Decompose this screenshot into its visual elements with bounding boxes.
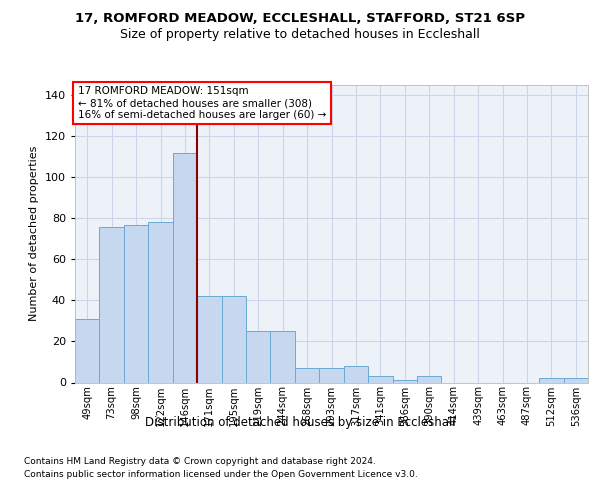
Bar bbox=[539, 378, 563, 382]
Y-axis label: Number of detached properties: Number of detached properties bbox=[29, 146, 39, 322]
Bar bbox=[563, 378, 588, 382]
Bar bbox=[319, 368, 344, 382]
Bar bbox=[246, 331, 271, 382]
Bar bbox=[221, 296, 246, 382]
Text: Size of property relative to detached houses in Eccleshall: Size of property relative to detached ho… bbox=[120, 28, 480, 41]
Bar bbox=[417, 376, 442, 382]
Bar bbox=[392, 380, 417, 382]
Bar bbox=[271, 331, 295, 382]
Text: Contains HM Land Registry data © Crown copyright and database right 2024.: Contains HM Land Registry data © Crown c… bbox=[24, 457, 376, 466]
Bar bbox=[197, 296, 221, 382]
Bar bbox=[124, 224, 148, 382]
Bar bbox=[100, 226, 124, 382]
Text: 17 ROMFORD MEADOW: 151sqm
← 81% of detached houses are smaller (308)
16% of semi: 17 ROMFORD MEADOW: 151sqm ← 81% of detac… bbox=[77, 86, 326, 120]
Text: Contains public sector information licensed under the Open Government Licence v3: Contains public sector information licen… bbox=[24, 470, 418, 479]
Bar bbox=[173, 152, 197, 382]
Bar bbox=[75, 319, 100, 382]
Bar bbox=[344, 366, 368, 382]
Text: Distribution of detached houses by size in Eccleshall: Distribution of detached houses by size … bbox=[145, 416, 455, 429]
Bar bbox=[295, 368, 319, 382]
Bar bbox=[148, 222, 173, 382]
Bar bbox=[368, 376, 392, 382]
Text: 17, ROMFORD MEADOW, ECCLESHALL, STAFFORD, ST21 6SP: 17, ROMFORD MEADOW, ECCLESHALL, STAFFORD… bbox=[75, 12, 525, 26]
